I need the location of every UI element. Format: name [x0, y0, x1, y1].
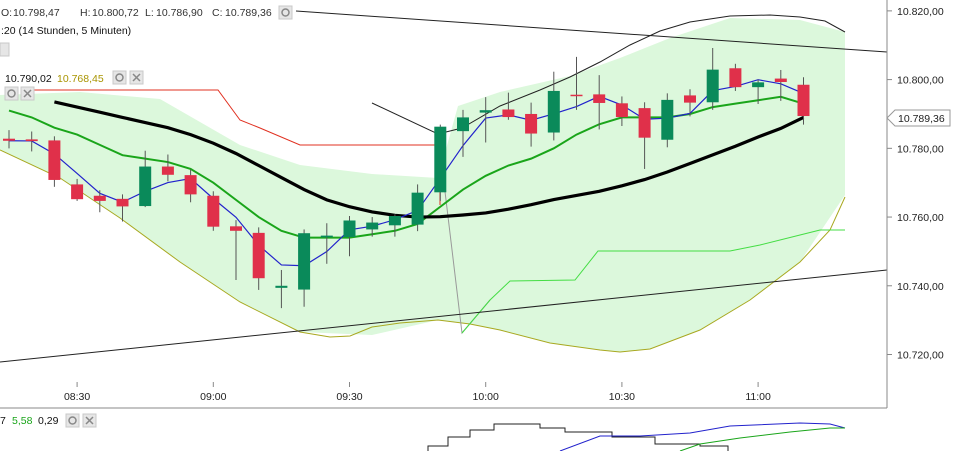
- last-price-marker: 10.789,36: [886, 109, 951, 127]
- svg-text:10.800,72: 10.800,72: [92, 7, 139, 19]
- candles: [3, 47, 810, 309]
- indicator-blue-line: [559, 422, 846, 451]
- close-label: C:: [212, 7, 223, 19]
- upper-trend-line: [295, 10, 888, 53]
- indicator-value-2: 5,58: [12, 415, 33, 427]
- low-value: 10.786,90: [156, 7, 203, 19]
- ma-olive-value: 10.768,45: [57, 73, 104, 85]
- settings-icon[interactable]: [278, 5, 293, 20]
- candle: [752, 82, 765, 88]
- candle: [343, 220, 356, 237]
- candle: [638, 108, 651, 138]
- low-label: L:: [145, 7, 154, 19]
- x-tick-label: 09:00: [200, 391, 226, 403]
- indicator-value-3: 0,29: [38, 415, 59, 427]
- y-tick-label: 10.720,00: [897, 350, 944, 362]
- ohlc-header: O: 10.798,47 H: 10.800,72 L: 10.786,90 C…: [1, 5, 293, 20]
- settings-icon-2[interactable]: [4, 86, 19, 101]
- candle: [434, 126, 447, 193]
- candle: [161, 166, 174, 175]
- x-tick-label: 10:30: [609, 391, 635, 403]
- bollinger-upper-line: [371, 14, 846, 135]
- x-axis: 08:30 09:00 09:30 10:00 10:30 11:00: [64, 382, 771, 403]
- candle: [411, 192, 424, 225]
- candle: [457, 117, 469, 132]
- svg-text:C:: C:: [212, 7, 223, 19]
- y-tick-label: 10.740,00: [897, 281, 944, 293]
- last-price-label: 10.789,36: [898, 113, 945, 125]
- y-tick-label: 10.780,00: [897, 143, 944, 155]
- candle: [684, 95, 696, 103]
- candle: [774, 78, 787, 83]
- candle: [479, 110, 492, 113]
- candle: [139, 166, 152, 207]
- candle: [3, 138, 15, 141]
- bollinger-band-fill: [0, 18, 845, 352]
- high-value: 10.800,72: [92, 7, 139, 19]
- indicator-value-1: 7: [0, 415, 6, 427]
- ma-black-value: 10.790,02: [5, 73, 52, 85]
- svg-text:10.798,47: 10.798,47: [13, 7, 60, 19]
- candle: [706, 69, 719, 103]
- candle: [570, 94, 583, 97]
- y-tick-label: 10.760,00: [897, 212, 944, 224]
- indicator-settings-icon[interactable]: [65, 413, 80, 428]
- candle: [71, 184, 84, 200]
- candle: [93, 195, 106, 201]
- candle: [502, 109, 515, 118]
- candle: [48, 140, 61, 180]
- indicator-close-icon[interactable]: [82, 413, 97, 428]
- ma-black-line: [54, 100, 805, 219]
- x-tick-label: 09:30: [336, 391, 362, 403]
- y-axis: 10.720,00 10.740,00 10.760,00 10.780,00 10.8…: [887, 6, 944, 362]
- open-label: O:: [1, 7, 12, 19]
- svg-text:H:: H:: [80, 7, 91, 19]
- close-value: 10.789,36: [225, 7, 272, 19]
- svg-text:O:: O:: [1, 7, 12, 19]
- bollinger-lower-line: [0, 149, 846, 353]
- interval-label: :20 (14 Stunden, 5 Minuten): [1, 25, 131, 37]
- candle: [275, 285, 288, 288]
- candle: [298, 233, 311, 290]
- candle: [320, 235, 333, 238]
- candle: [388, 216, 401, 226]
- candle: [207, 195, 220, 227]
- light-green-step-line: [461, 229, 845, 334]
- ma-settings-icon[interactable]: [112, 70, 127, 85]
- x-tick-label: 08:30: [64, 391, 90, 403]
- candle: [230, 226, 242, 231]
- x-tick-label: 11:00: [745, 391, 771, 403]
- candle: [661, 99, 674, 140]
- ma-close-icon[interactable]: [129, 70, 144, 85]
- candle: [366, 222, 379, 230]
- candle: [116, 198, 129, 207]
- x-tick-label: 10:00: [473, 391, 499, 403]
- indicator-green-line: [679, 427, 845, 451]
- open-value: 10.798,47: [13, 7, 60, 19]
- candle: [252, 232, 265, 279]
- svg-text:10.789,36: 10.789,36: [225, 7, 272, 19]
- candle: [25, 139, 38, 142]
- gear-icon-left[interactable]: [0, 42, 10, 57]
- candle: [615, 103, 628, 118]
- candle: [593, 94, 606, 103]
- y-tick-label: 10.820,00: [897, 6, 944, 18]
- candle: [797, 84, 810, 117]
- indicator-histogram: [427, 423, 729, 451]
- candle: [184, 175, 197, 195]
- candle: [547, 90, 560, 133]
- candle: [729, 68, 742, 88]
- lower-trend-line: [0, 269, 888, 363]
- svg-text:10.786,90: 10.786,90: [156, 7, 203, 19]
- candle: [525, 113, 538, 134]
- y-tick-label: 10.800,00: [897, 75, 944, 87]
- svg-text:L:: L:: [145, 7, 154, 19]
- high-label: H:: [80, 7, 91, 19]
- close-icon-2[interactable]: [20, 86, 35, 101]
